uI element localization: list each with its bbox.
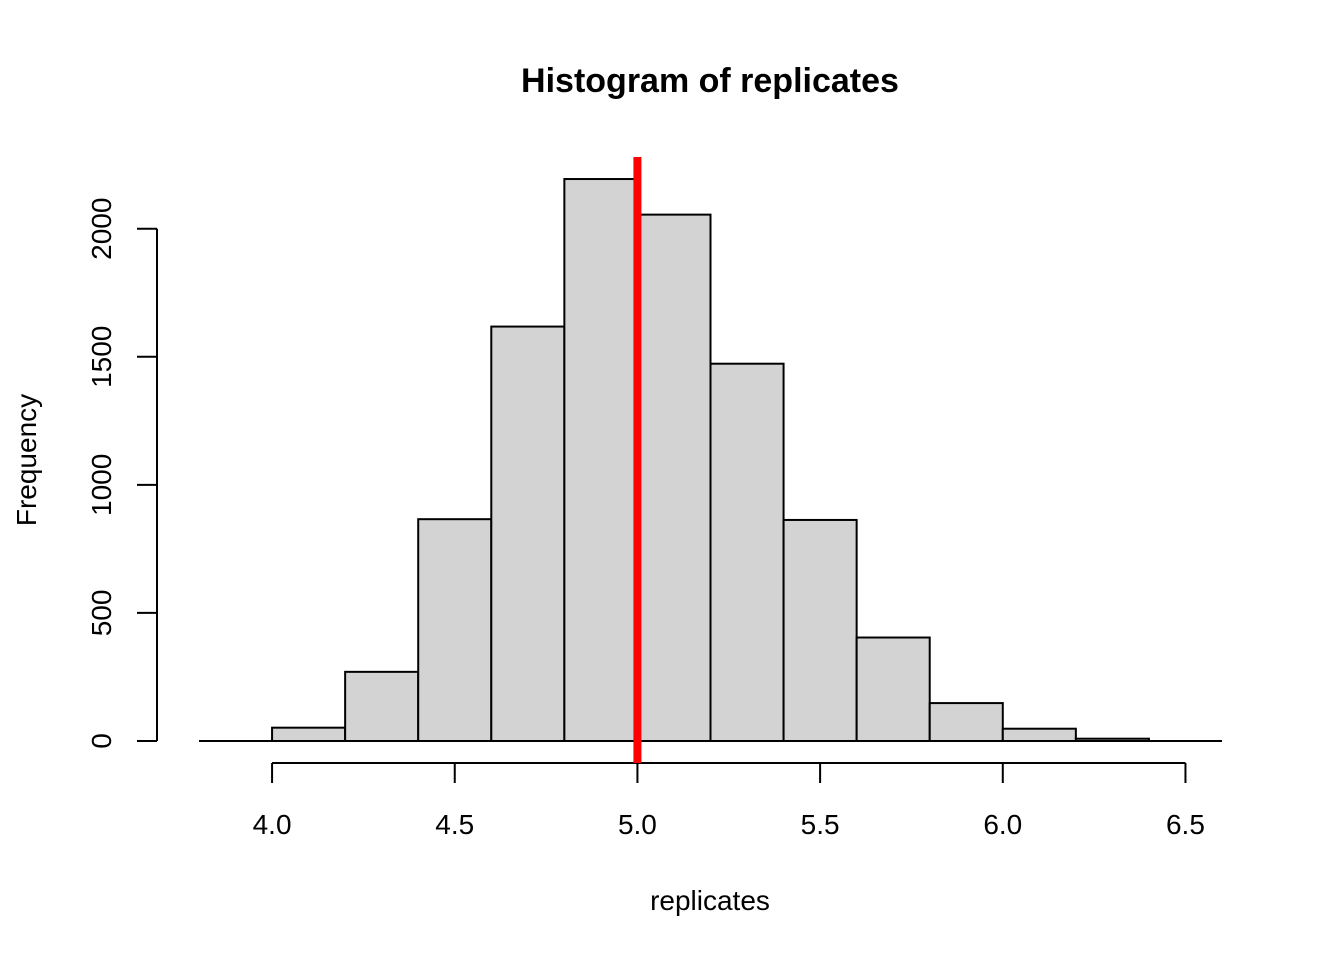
y-tick-label: 1000 <box>86 454 117 516</box>
x-tick-label: 4.0 <box>253 809 292 840</box>
histogram-bar-11 <box>1001 727 1077 742</box>
histogram-bar-1 <box>271 726 347 743</box>
x-tick-label: 5.0 <box>618 809 657 840</box>
x-tick-label: 4.5 <box>435 809 474 840</box>
x-tick-label: 6.5 <box>1166 809 1205 840</box>
histogram-bar-2 <box>344 670 420 742</box>
y-tick-label: 2000 <box>86 198 117 260</box>
x-tick-label: 6.0 <box>983 809 1022 840</box>
histogram-bar-6 <box>636 213 712 742</box>
chart-title: Histogram of replicates <box>521 62 899 100</box>
y-axis: 0 500 1000 1500 2000 <box>86 198 158 749</box>
histogram-bar-10 <box>928 702 1004 743</box>
bars-group <box>271 178 1150 743</box>
x-tick-label: 5.5 <box>801 809 840 840</box>
y-tick-label: 0 <box>86 733 117 749</box>
x-axis: 4.0 4.5 5.0 5.5 6.0 6.5 <box>253 762 1205 840</box>
y-tick-label: 500 <box>86 590 117 637</box>
y-tick-label: 1500 <box>86 326 117 388</box>
histogram-bar-7 <box>709 362 785 742</box>
x-axis-title: replicates <box>650 885 770 916</box>
histogram-bar-9 <box>855 636 931 742</box>
histogram-bar-5 <box>563 178 639 742</box>
histogram-bar-4 <box>490 325 566 742</box>
histogram-bar-8 <box>782 518 858 742</box>
histogram-bar-3 <box>417 518 493 742</box>
y-axis-title: Frequency <box>11 394 42 526</box>
